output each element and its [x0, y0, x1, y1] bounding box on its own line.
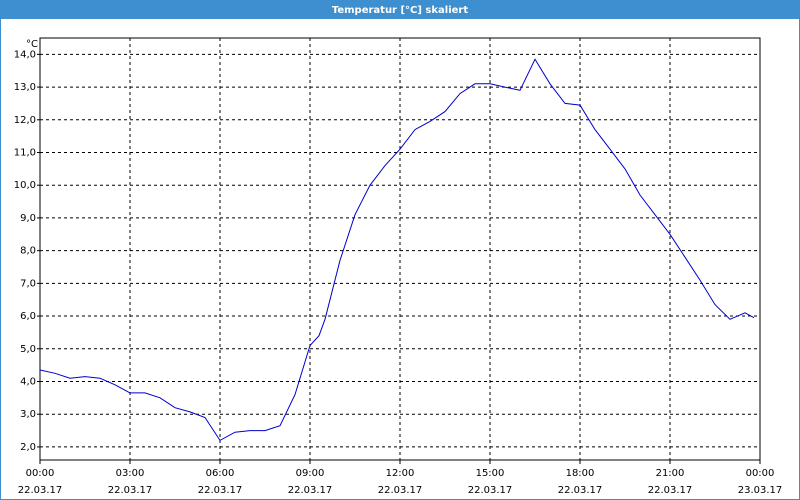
y-tick-label: 7,0 [20, 278, 36, 289]
y-tick-label: 5,0 [20, 344, 36, 355]
y-tick-label: 10,0 [14, 180, 36, 191]
window-border [0, 18, 800, 500]
y-tick-label: 6,0 [20, 311, 36, 322]
y-tick-label: 8,0 [20, 246, 36, 257]
title-bar [0, 0, 800, 18]
y-axis-unit: °C [26, 39, 38, 50]
x-tick-label: 12:00 22.03.17 [377, 468, 423, 496]
y-tick-label: 9,0 [20, 213, 36, 224]
y-tick-label: 4,0 [20, 376, 36, 387]
x-tick-label: 15:00 22.03.17 [467, 468, 513, 496]
temperature-line [39, 58, 755, 442]
y-tick-label: 13,0 [14, 82, 36, 93]
y-tick-label: 12,0 [14, 115, 36, 126]
x-tick-label: 18:00 22.03.17 [557, 468, 603, 496]
y-tick-label: 3,0 [20, 409, 36, 420]
x-tick-label: 00:00 22.03.17 [17, 468, 63, 496]
y-tick-label: 14,0 [14, 49, 36, 60]
x-tick-label: 06:00 22.03.17 [197, 468, 243, 496]
y-tick-label: 11,0 [14, 147, 36, 158]
x-tick-label: 03:00 22.03.17 [107, 468, 153, 496]
x-tick-label: 09:00 22.03.17 [287, 468, 333, 496]
x-tick-label: 21:00 22.03.17 [647, 468, 693, 496]
y-tick-label: 2,0 [20, 442, 36, 453]
chart-title: Temperatur [°C] skaliert [332, 5, 469, 16]
x-tick-label: 00:00 23.03.17 [737, 468, 783, 496]
